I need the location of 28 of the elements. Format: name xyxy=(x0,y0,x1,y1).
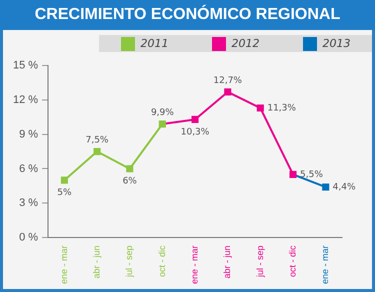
data-label: 6% xyxy=(122,176,138,187)
y-tick-label: 9 % xyxy=(19,128,38,140)
data-label: 5% xyxy=(57,188,72,198)
data-label: 12,7% xyxy=(213,76,242,86)
data-label: 11,3% xyxy=(267,103,296,114)
y-tick-label: 0 % xyxy=(19,232,38,244)
y-tick-label: 3 % xyxy=(19,197,38,210)
y-tick-label: 15 % xyxy=(12,60,38,72)
x-tick-label: ene - mar xyxy=(58,245,69,284)
y-tick-label: 12 % xyxy=(12,94,38,106)
x-tick-label: jul - sep xyxy=(124,245,134,278)
legend-label: 2012 xyxy=(232,37,260,50)
x-tick-label: jul - sep xyxy=(254,245,265,278)
chart-title: CRECIMIENTO ECONÓMICO REGIONAL xyxy=(0,0,375,30)
x-tick-label: ene - mar xyxy=(190,245,200,284)
x-tick-label: abr - jun xyxy=(222,245,232,279)
data-label: 7,5% xyxy=(86,135,109,146)
y-tick-label: 6 % xyxy=(19,162,38,175)
legend-label: 2013 xyxy=(322,37,350,50)
x-tick-label: oct - dic xyxy=(287,244,298,277)
data-label: 9,9% xyxy=(150,108,174,118)
x-tick-label: oct - dic xyxy=(156,244,167,277)
data-label: 10,3% xyxy=(180,127,210,138)
x-tick-label: abr - jun xyxy=(92,245,102,279)
x-tick-label: ene - mar xyxy=(320,245,330,284)
data-label: 5,5% xyxy=(300,170,324,180)
data-label: 4,4% xyxy=(332,182,356,192)
legend-label: 2011 xyxy=(140,37,168,50)
